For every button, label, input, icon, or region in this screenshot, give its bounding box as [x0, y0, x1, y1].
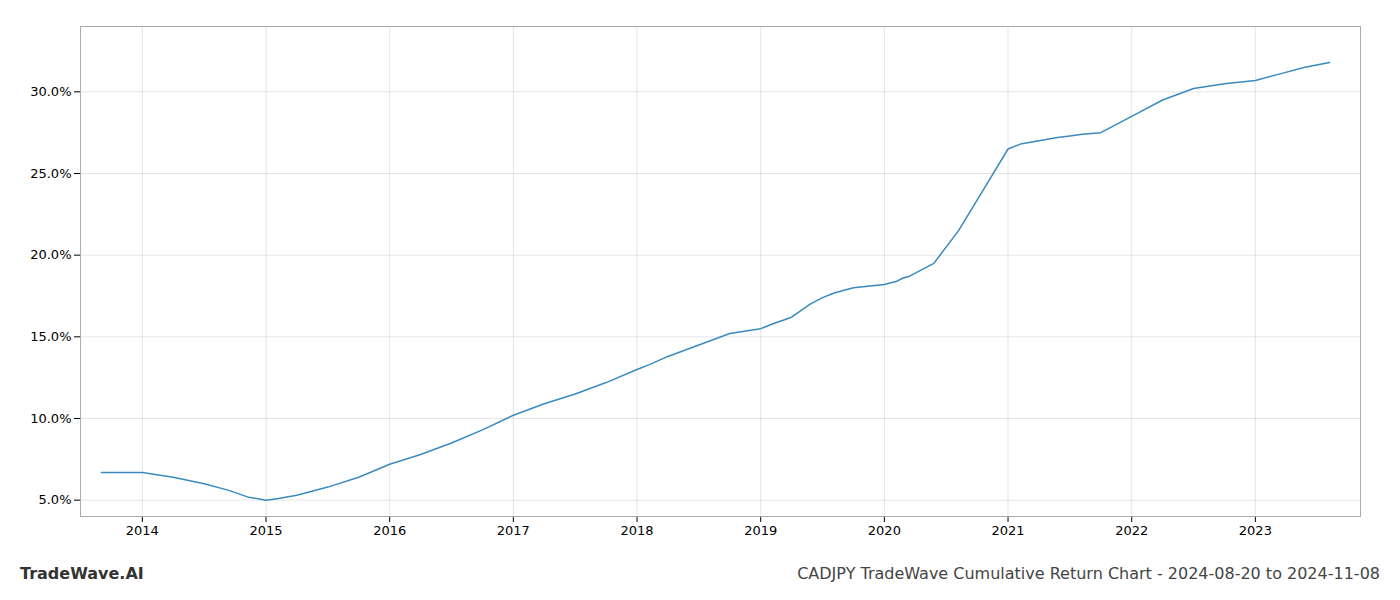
svg-text:5.0%: 5.0% [38, 492, 71, 507]
html-text:TradeWave.AI: TradeWave.AI [20, 563, 144, 583]
svg-text:15.0%: 15.0% [30, 329, 71, 344]
html-text:CADJPY TradeWave Cumulative Re: CADJPY TradeWave Cumulative Return Chart… [797, 563, 1380, 583]
svg-text:2019: 2019 [744, 523, 777, 538]
svg-text:2015: 2015 [249, 523, 282, 538]
svg-text:2017: 2017 [497, 523, 530, 538]
svg-text:2022: 2022 [1115, 523, 1148, 538]
svg-text:2014: 2014 [126, 523, 159, 538]
svg-text:2020: 2020 [868, 523, 901, 538]
svg-text:2016: 2016 [373, 523, 406, 538]
svg-text:20.0%: 20.0% [30, 247, 71, 262]
svg-text:10.0%: 10.0% [30, 411, 71, 426]
svg-text:25.0%: 25.0% [30, 166, 71, 181]
svg-text:2023: 2023 [1239, 523, 1272, 538]
svg-text:2021: 2021 [991, 523, 1024, 538]
svg-text:2018: 2018 [620, 523, 653, 538]
svg-text:30.0%: 30.0% [30, 84, 71, 99]
